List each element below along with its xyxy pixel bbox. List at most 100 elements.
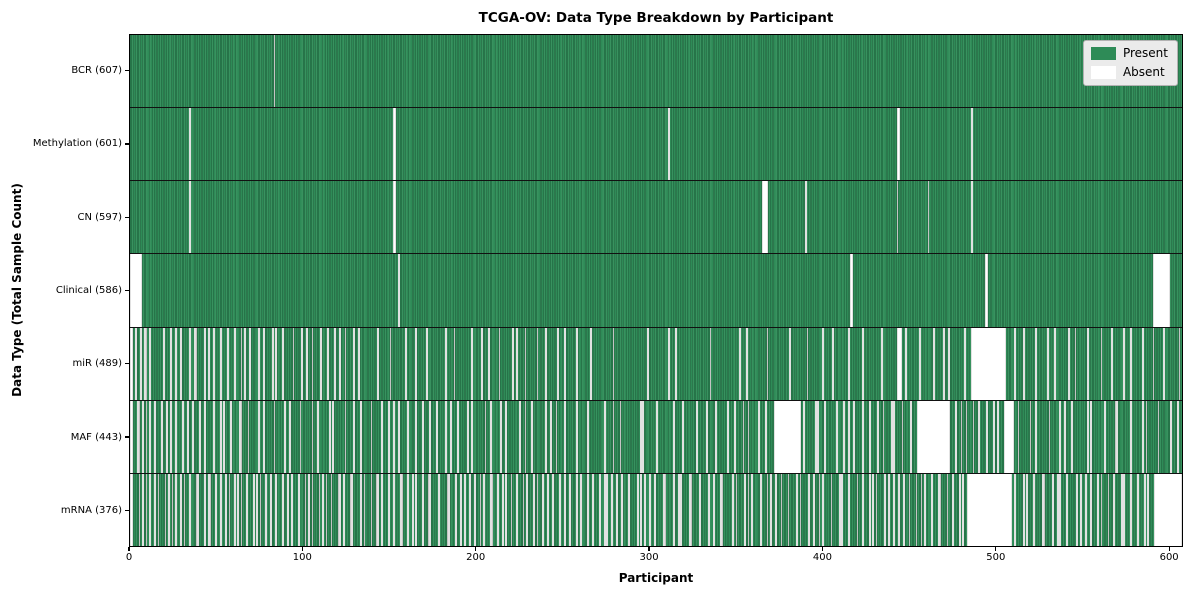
absent-stripe <box>380 400 383 473</box>
absent-stripe <box>399 473 402 546</box>
absent-stripe <box>688 473 691 546</box>
absent-stripe <box>1086 327 1089 400</box>
absent-stripe <box>1100 473 1103 546</box>
absent-stripe <box>474 473 477 546</box>
absent-stripe <box>457 400 459 473</box>
y-tick-label: Clinical (586) <box>55 284 122 296</box>
y-tick-label: miR (489) <box>72 358 122 370</box>
absent-stripe <box>675 327 677 400</box>
absent-stripe <box>370 400 373 473</box>
absent-stripe <box>654 473 656 546</box>
absent-stripe <box>611 473 613 546</box>
absent-stripe <box>162 327 165 400</box>
absent-stripe <box>1112 473 1115 546</box>
absent-stripe <box>673 400 676 473</box>
absent-stripe <box>258 327 260 400</box>
absent-stripe <box>283 400 286 473</box>
absent-stripe <box>605 473 608 546</box>
absent-stripe <box>856 473 859 546</box>
absent-stripe <box>282 473 284 546</box>
absent-stripe <box>1076 473 1079 546</box>
legend-entry-absent: Absent <box>1090 66 1168 79</box>
absent-stripe <box>233 327 236 400</box>
absent-stripe <box>171 473 174 546</box>
absent-stripe <box>237 473 239 546</box>
absent-stripe <box>515 327 518 400</box>
absent-stripe <box>739 327 741 400</box>
absent-stripe <box>744 473 746 546</box>
x-axis-ticks: 0 100 200 300 400 500 600 <box>125 547 1183 567</box>
y-tick-mark <box>125 509 129 511</box>
absent-stripe <box>720 473 722 546</box>
absent-stripe <box>174 327 177 400</box>
absent-stripe <box>1085 473 1087 546</box>
absent-stripe <box>579 473 582 546</box>
y-tick-label: MAF (443) <box>70 431 122 443</box>
absent-stripe <box>344 327 347 400</box>
legend-label-present: Present <box>1122 46 1168 60</box>
absent-stripe <box>209 473 212 546</box>
absent-stripe <box>896 327 902 400</box>
absent-stripe <box>1048 400 1051 473</box>
absent-stripe <box>188 108 191 181</box>
absent-stripe <box>681 400 684 473</box>
absent-stripe <box>1137 473 1139 546</box>
absent-stripe <box>270 473 272 546</box>
absent-stripe <box>789 327 791 400</box>
absent-stripe <box>842 400 845 473</box>
absent-stripe <box>550 400 553 473</box>
absent-stripe <box>1147 473 1150 546</box>
absent-stripe <box>799 473 802 546</box>
absent-stripe <box>732 473 734 546</box>
absent-stripe <box>1123 327 1125 400</box>
absent-stripe <box>353 400 355 473</box>
absent-stripe <box>491 473 494 546</box>
absent-stripe <box>415 327 418 400</box>
absent-stripe <box>389 327 392 400</box>
y-tick-maf: MAF (443) <box>0 400 129 473</box>
absent-stripe <box>898 473 900 546</box>
absent-stripe <box>1178 327 1181 400</box>
absent-stripe <box>993 400 996 473</box>
absent-stripe <box>1100 327 1103 400</box>
absent-stripe <box>263 327 265 400</box>
absent-stripe <box>174 400 177 473</box>
absent-stripe <box>259 473 262 546</box>
absent-stripe <box>649 473 651 546</box>
y-tick-mark <box>125 289 129 292</box>
absent-stripe <box>636 473 639 546</box>
x-tick-label: 0 <box>125 552 133 563</box>
absent-stripe <box>668 108 670 181</box>
absent-stripe <box>339 473 342 546</box>
x-tick-label: 100 <box>292 552 312 563</box>
x-tick-mark <box>995 547 997 551</box>
absent-stripe <box>219 473 222 546</box>
absent-stripe <box>444 400 447 473</box>
x-tick-mark <box>1168 547 1170 551</box>
absent-stripe <box>893 473 895 546</box>
chart-title: TCGA-OV: Data Type Breakdown by Particip… <box>478 10 834 26</box>
absent-stripe <box>972 400 975 473</box>
plot-area: Present Absent <box>129 34 1183 547</box>
y-tick-mark <box>125 143 129 145</box>
absent-stripe <box>545 400 547 473</box>
y-tick-methylation: Methylation (601) <box>0 107 129 180</box>
absent-stripe <box>318 473 321 546</box>
absent-stripe <box>1014 473 1016 546</box>
absent-stripe <box>1057 473 1060 546</box>
absent-stripe <box>510 473 513 546</box>
absent-stripe <box>358 327 361 400</box>
absent-stripe <box>149 327 151 400</box>
absent-stripe <box>453 327 456 400</box>
absent-stripe <box>187 400 189 473</box>
absent-stripe <box>678 473 681 546</box>
absent-stripe <box>311 327 314 400</box>
absent-stripe <box>240 473 243 546</box>
absent-stripe <box>252 473 255 546</box>
absent-stripe <box>893 400 895 473</box>
absent-stripe <box>225 473 227 546</box>
absent-stripe <box>140 327 143 400</box>
absent-stripe <box>822 327 824 400</box>
heatmap-row-methylation <box>130 108 1182 182</box>
absent-stripe <box>214 473 217 546</box>
